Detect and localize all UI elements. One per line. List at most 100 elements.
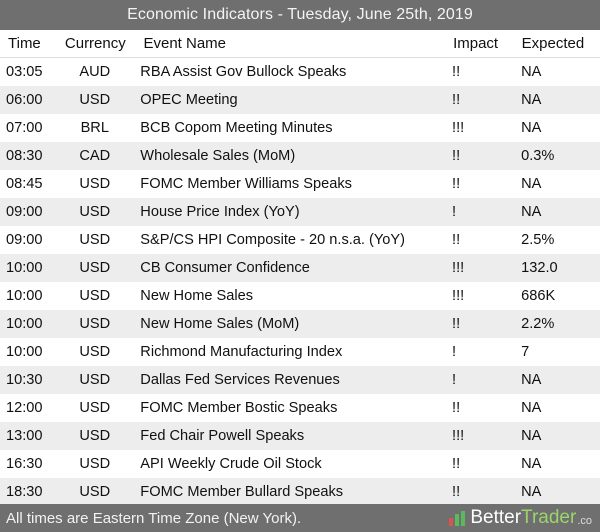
cell-expected: NA <box>521 456 542 472</box>
cell-time: 08:30 <box>6 148 43 164</box>
cell-time: 08:45 <box>6 176 43 192</box>
cell-impact: ! <box>452 372 457 388</box>
cell-event-name: S&P/CS HPI Composite - 20 n.s.a. (YoY) <box>140 232 405 248</box>
cell-time: 13:00 <box>6 428 43 444</box>
cell-currency: USD <box>79 260 111 276</box>
cell-time: 03:05 <box>6 64 43 80</box>
cell-expected: 0.3% <box>521 148 555 164</box>
table-row: 08:30 CAD Wholesale Sales (MoM)!! 0.3% <box>0 142 600 170</box>
cell-expected: NA <box>521 92 542 108</box>
cell-impact: !! <box>452 92 461 108</box>
cell-impact: !! <box>452 232 461 248</box>
cell-impact: !! <box>452 484 461 500</box>
brand-logo-link[interactable]: Better Trader .co <box>448 507 600 529</box>
cell-impact: !! <box>452 148 461 164</box>
cell-impact: ! <box>452 204 457 220</box>
cell-currency: AUD <box>79 64 111 80</box>
cell-impact: !! <box>452 176 461 192</box>
cell-currency: USD <box>79 204 111 220</box>
cell-time: 10:00 <box>6 344 43 360</box>
header-expected: Expected <box>521 35 585 52</box>
cell-currency: USD <box>79 484 111 500</box>
table-row: 10:00 USD CB Consumer Confidence!!! 132.0 <box>0 254 600 282</box>
cell-currency: USD <box>79 428 111 444</box>
cell-event-name: CB Consumer Confidence <box>140 260 310 276</box>
cell-event-name: Richmond Manufacturing Index <box>140 344 343 360</box>
timezone-note: All times are Eastern Time Zone (New Yor… <box>6 509 302 527</box>
cell-time: 09:00 <box>6 232 43 248</box>
cell-event-name: Fed Chair Powell Speaks <box>140 428 305 444</box>
table-row: 09:00 USD S&P/CS HPI Composite - 20 n.s.a.… <box>0 226 600 254</box>
cell-event-name: API Weekly Crude Oil Stock <box>140 456 322 472</box>
cell-currency: USD <box>79 456 111 472</box>
header-impact: Impact <box>453 35 499 52</box>
header-event-name: Event Name <box>143 35 227 52</box>
table-row: 08:45 USD FOMC Member Williams Speaks!! NA <box>0 170 600 198</box>
table-row: 10:00 USD Richmond Manufacturing Index! 7 <box>0 338 600 366</box>
cell-currency: USD <box>79 288 111 304</box>
cell-expected: NA <box>521 204 542 220</box>
cell-time: 07:00 <box>6 120 43 136</box>
table-row: 18:30 USD FOMC Member Bullard Speaks!! NA <box>0 478 600 506</box>
cell-expected: 686K <box>521 288 556 304</box>
cell-event-name: FOMC Member Williams Speaks <box>140 176 352 192</box>
cell-expected: NA <box>521 400 542 416</box>
table-row: 10:30 USD Dallas Fed Services Revenues! NA <box>0 366 600 394</box>
table-header: Time Currency Event Name Impact Expected <box>0 30 600 58</box>
cell-event-name: BCB Copom Meeting Minutes <box>140 120 333 136</box>
cell-time: 12:00 <box>6 400 43 416</box>
cell-event-name: RBA Assist Gov Bullock Speaks <box>140 64 347 80</box>
cell-event-name: Dallas Fed Services Revenues <box>140 372 340 388</box>
cell-expected: NA <box>521 372 542 388</box>
cell-currency: USD <box>79 176 111 192</box>
cell-currency: USD <box>79 372 111 388</box>
events-table-body: 03:05 AUD RBA Assist Gov Bullock Speaks!! N… <box>0 58 600 506</box>
cell-event-name: FOMC Member Bostic Speaks <box>140 400 338 416</box>
cell-currency: USD <box>79 344 111 360</box>
cell-event-name: Wholesale Sales (MoM) <box>140 148 296 164</box>
cell-time: 10:00 <box>6 260 43 276</box>
cell-expected: NA <box>521 64 542 80</box>
cell-event-name: FOMC Member Bullard Speaks <box>140 484 344 500</box>
table-row: 07:00 BRL BCB Copom Meeting Minutes!!! NA <box>0 114 600 142</box>
cell-time: 10:00 <box>6 288 43 304</box>
cell-time: 09:00 <box>6 204 43 220</box>
cell-expected: NA <box>521 120 542 136</box>
cell-time: 16:30 <box>6 456 43 472</box>
cell-impact: !!! <box>452 260 465 276</box>
table-row: 10:00 USD New Home Sales!!! 686K <box>0 282 600 310</box>
cell-currency: USD <box>79 316 111 332</box>
table-row: 13:00 USD Fed Chair Powell Speaks!!! NA <box>0 422 600 450</box>
table-row: 16:30 USD API Weekly Crude Oil Stock!! NA <box>0 450 600 478</box>
table-row: 03:05 AUD RBA Assist Gov Bullock Speaks!! N… <box>0 58 600 86</box>
cell-impact: !!! <box>452 428 465 444</box>
cell-impact: !!! <box>452 288 465 304</box>
widget-footer: All times are Eastern Time Zone (New Yor… <box>0 504 600 532</box>
cell-currency: CAD <box>79 148 111 164</box>
cell-expected: 7 <box>521 344 530 360</box>
table-row: 06:00 USD OPEC Meeting!! NA <box>0 86 600 114</box>
cell-event-name: New Home Sales <box>140 288 254 304</box>
cell-impact: !! <box>452 456 461 472</box>
cell-expected: 2.2% <box>521 316 555 332</box>
widget-title-bar: Economic Indicators - Tuesday, June 25th… <box>0 0 600 30</box>
cell-expected: 132.0 <box>521 260 558 276</box>
cell-expected: NA <box>521 428 542 444</box>
cell-currency: USD <box>79 92 111 108</box>
header-time: Time <box>8 35 41 52</box>
cell-impact: !! <box>452 64 461 80</box>
cell-expected: NA <box>521 176 542 192</box>
brand-name-part2: Trader <box>521 507 577 528</box>
cell-event-name: OPEC Meeting <box>140 92 238 108</box>
cell-expected: NA <box>521 484 542 500</box>
cell-impact: !! <box>452 316 461 332</box>
header-currency: Currency <box>64 35 126 52</box>
widget-title: Economic Indicators - Tuesday, June 25th… <box>127 6 473 23</box>
cell-time: 10:30 <box>6 372 43 388</box>
brand-name-suffix: .co <box>577 515 592 527</box>
bar-chart-icon <box>449 511 466 526</box>
cell-event-name: House Price Index (YoY) <box>140 204 300 220</box>
cell-time: 18:30 <box>6 484 43 500</box>
brand-name-part1: Better <box>470 507 522 528</box>
cell-currency: BRL <box>80 120 109 136</box>
